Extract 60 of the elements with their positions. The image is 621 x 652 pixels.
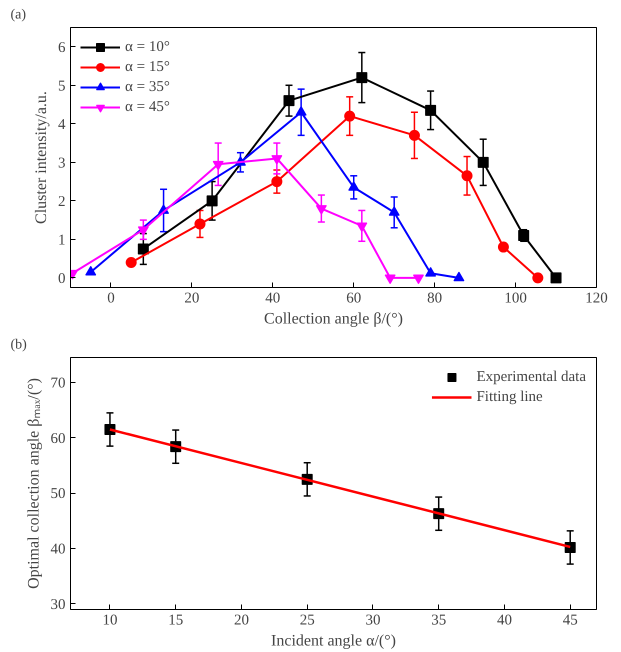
legend-label: Fitting line bbox=[476, 388, 543, 406]
x-tick-label: 60 bbox=[346, 290, 362, 306]
y-axis-title: Optimal collection angle βₘₐₓ/(°) bbox=[26, 378, 42, 589]
y-tick-label: 6 bbox=[58, 40, 66, 56]
point bbox=[271, 176, 282, 188]
point bbox=[408, 130, 420, 141]
legend-label: α = 35° bbox=[125, 78, 170, 96]
y-tick-label: 0 bbox=[58, 270, 66, 287]
y-tick-label: 30 bbox=[50, 596, 66, 613]
legend-label: Experimental data bbox=[476, 368, 586, 386]
x-tick-label: 120 bbox=[585, 290, 608, 306]
text: (b) bbox=[10, 338, 28, 352]
point bbox=[206, 195, 218, 206]
point bbox=[498, 242, 509, 253]
text: (a) bbox=[10, 8, 26, 22]
point bbox=[550, 272, 562, 284]
point bbox=[388, 206, 400, 216]
point bbox=[296, 106, 307, 116]
y-tick-label: 1 bbox=[58, 232, 66, 248]
point bbox=[356, 72, 368, 84]
x-tick-label: 25 bbox=[300, 612, 315, 628]
x-tick-label: 0 bbox=[107, 290, 115, 306]
x-tick-label: 100 bbox=[504, 290, 527, 306]
y-tick-label: 5 bbox=[58, 78, 66, 94]
y-tick-label: 50 bbox=[50, 486, 66, 502]
legend-label: α = 45° bbox=[125, 98, 170, 116]
point bbox=[138, 243, 149, 254]
point bbox=[348, 181, 360, 191]
x-tick-label: 15 bbox=[168, 612, 184, 628]
y-tick-label: 4 bbox=[58, 116, 66, 133]
point bbox=[344, 110, 356, 122]
point bbox=[126, 256, 137, 268]
x-tick-label: 20 bbox=[234, 612, 249, 628]
y-tick-label: 70 bbox=[50, 375, 66, 392]
x-tick-label: 35 bbox=[431, 612, 446, 628]
x-tick-label: 30 bbox=[365, 612, 380, 628]
x-tick-label: 20 bbox=[184, 290, 200, 306]
y-tick-label: 40 bbox=[50, 542, 66, 558]
x-tick-label: 40 bbox=[496, 612, 512, 628]
point bbox=[283, 95, 294, 106]
point bbox=[85, 266, 96, 276]
x-axis-title: Collection angle β/(°) bbox=[264, 310, 403, 328]
x-tick-label: 40 bbox=[265, 290, 280, 306]
point bbox=[453, 272, 464, 282]
x-tick-label: 80 bbox=[427, 290, 442, 306]
y-tick-label: 2 bbox=[58, 194, 66, 210]
point bbox=[478, 156, 489, 168]
legend-label: α = 10° bbox=[125, 38, 170, 56]
y-tick-label: 60 bbox=[50, 430, 66, 447]
point bbox=[425, 266, 436, 277]
y-tick-label: 3 bbox=[58, 155, 66, 172]
legend-label: α = 15° bbox=[125, 58, 170, 76]
point bbox=[425, 104, 436, 116]
y-axis-title: Cluster intensity/a.u. bbox=[33, 91, 50, 224]
x-axis-title: Incident angle α/(°) bbox=[271, 632, 396, 650]
x-tick-label: 10 bbox=[102, 612, 118, 628]
x-tick-label: 45 bbox=[562, 612, 578, 628]
point bbox=[194, 218, 206, 230]
point bbox=[532, 272, 544, 284]
point bbox=[462, 170, 473, 182]
